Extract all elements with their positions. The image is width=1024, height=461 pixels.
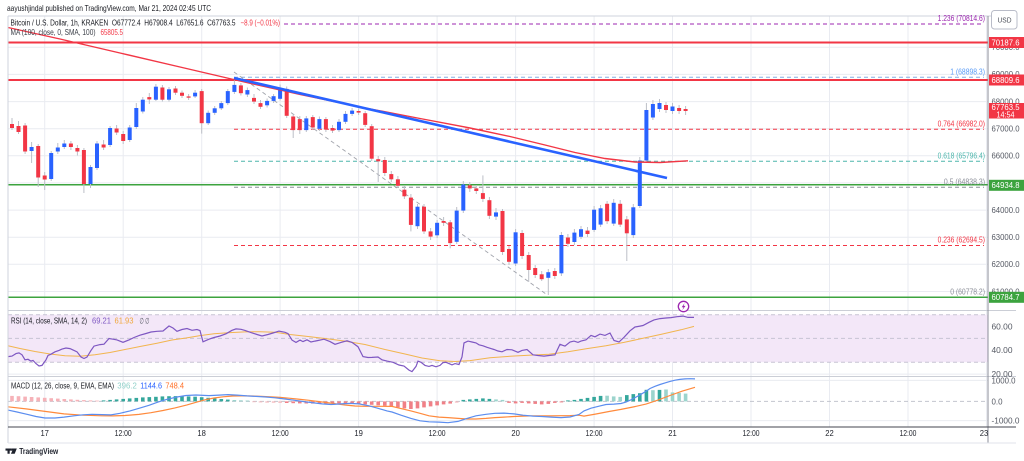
svg-text:22: 22	[825, 429, 834, 438]
svg-text:23: 23	[980, 429, 989, 438]
svg-text:68809.6: 68809.6	[992, 76, 1021, 85]
svg-text:1.236 (70814.6): 1.236 (70814.6)	[938, 14, 986, 23]
svg-text:18: 18	[197, 429, 206, 438]
svg-text:12:00: 12:00	[586, 429, 603, 438]
svg-text:0.764 (66982.0): 0.764 (66982.0)	[938, 119, 986, 128]
svg-text:66000.0: 66000.0	[992, 152, 1021, 161]
svg-text:12:00: 12:00	[899, 429, 916, 438]
svg-text:0 (60778.2): 0 (60778.2)	[950, 288, 985, 297]
svg-text:64000.0: 64000.0	[992, 206, 1021, 215]
svg-text:12:00: 12:00	[272, 429, 289, 438]
svg-text:65805.5: 65805.5	[101, 28, 124, 37]
svg-text:61000.0: 61000.0	[992, 287, 1021, 296]
svg-text:1144.6: 1144.6	[140, 381, 162, 390]
svg-text:12:00: 12:00	[743, 429, 760, 438]
svg-text:62000.0: 62000.0	[992, 260, 1021, 269]
svg-text:1000.0: 1000.0	[992, 376, 1017, 385]
svg-text:14:54: 14:54	[997, 110, 1015, 119]
svg-text:17: 17	[40, 429, 49, 438]
svg-text:−8.9 (−0.01%): −8.9 (−0.01%)	[241, 18, 281, 27]
svg-text:-1000.0: -1000.0	[992, 417, 1021, 426]
svg-text:67000.0: 67000.0	[992, 124, 1021, 133]
svg-text:12:00: 12:00	[115, 429, 132, 438]
svg-text:60.00: 60.00	[992, 322, 1014, 331]
svg-text:0.5 (64838.3): 0.5 (64838.3)	[944, 178, 985, 187]
svg-text:aayushjindal published on Trad: aayushjindal published on TradingView.co…	[7, 3, 211, 13]
svg-text:69.21: 69.21	[92, 316, 112, 325]
svg-text:∅ ∅: ∅ ∅	[140, 316, 150, 325]
svg-text:USD: USD	[998, 16, 1013, 25]
svg-text:40.00: 40.00	[992, 346, 1014, 355]
svg-text:60784.7: 60784.7	[992, 293, 1021, 302]
svg-text:64934.8: 64934.8	[992, 181, 1021, 190]
svg-text:MACD (12, 26, close, 9, EMA, E: MACD (12, 26, close, 9, EMA, EMA)	[11, 381, 114, 390]
svg-text:19: 19	[354, 429, 363, 438]
svg-text:396.2: 396.2	[117, 381, 137, 390]
svg-text:20: 20	[511, 429, 520, 438]
svg-text:748.4: 748.4	[165, 381, 184, 390]
svg-text:TradingView: TradingView	[19, 446, 58, 456]
svg-text:1 (68898.3): 1 (68898.3)	[950, 67, 985, 76]
svg-text:67763.5: 67763.5	[992, 103, 1021, 112]
svg-text:63000.0: 63000.0	[992, 233, 1021, 242]
svg-text:Bitcoin / U.S. Dollar, 1h, KRA: Bitcoin / U.S. Dollar, 1h, KRAKEN O67772…	[11, 18, 236, 27]
svg-text:20.00: 20.00	[992, 370, 1014, 379]
svg-text:RSI (14, close, SMA, 14, 2): RSI (14, close, SMA, 14, 2)	[11, 316, 87, 325]
svg-text:21: 21	[668, 429, 677, 438]
svg-text:61.93: 61.93	[115, 316, 135, 325]
svg-text:68000.0: 68000.0	[992, 97, 1021, 106]
svg-text:0.0: 0.0	[992, 397, 1004, 406]
svg-text:12:00: 12:00	[429, 429, 446, 438]
svg-text:70187.6: 70187.6	[992, 38, 1021, 47]
svg-text:0.618 (65796.4): 0.618 (65796.4)	[938, 152, 986, 161]
svg-text:0.236 (62694.5): 0.236 (62694.5)	[938, 236, 986, 245]
svg-text:MA (100, close, 0, SMA, 100): MA (100, close, 0, SMA, 100)	[11, 28, 96, 37]
